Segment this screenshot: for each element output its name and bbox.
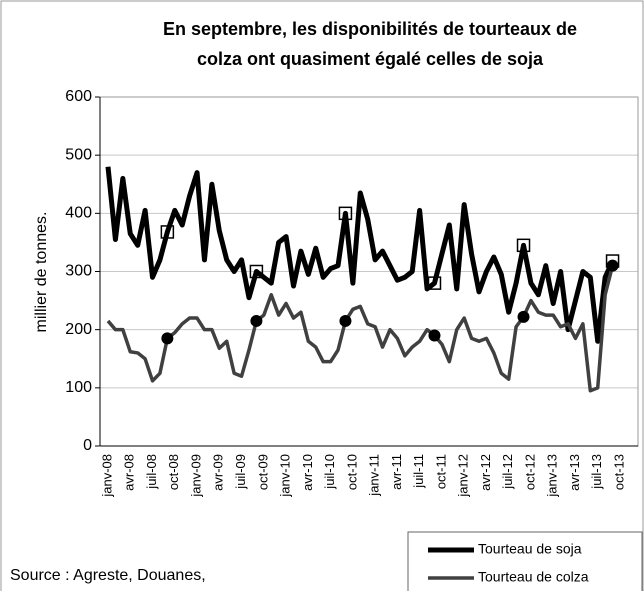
x-tick-label: oct-08 xyxy=(166,454,181,490)
point-marker xyxy=(339,314,352,327)
y-tick-label: 500 xyxy=(65,146,92,163)
x-tick-label: juil-11 xyxy=(411,454,426,489)
y-tick-label: 0 xyxy=(83,437,92,454)
legend-label: Tourteau de colza xyxy=(478,569,589,585)
point-marker xyxy=(160,225,175,239)
x-tick-label: avr-10 xyxy=(300,454,315,491)
y-tick-label: 600 xyxy=(65,88,92,105)
x-tick-label: avr-13 xyxy=(567,454,582,491)
y-axis-label: millier de tonnes. xyxy=(33,212,50,333)
y-tick-label: 100 xyxy=(65,379,92,396)
x-tick-label: avr-09 xyxy=(211,454,226,491)
legend xyxy=(407,531,643,591)
x-tick-label: avr-11 xyxy=(389,454,404,490)
series-line xyxy=(105,166,615,344)
chart-title: En septembre, les disponibilités de tour… xyxy=(163,19,577,39)
series-line xyxy=(106,265,615,393)
x-tick-label: oct-12 xyxy=(522,454,537,490)
x-tick-label: janv-09 xyxy=(188,454,203,498)
point-marker xyxy=(428,329,441,342)
point-marker xyxy=(606,259,619,272)
x-tick-label: juil-13 xyxy=(589,454,604,490)
point-marker xyxy=(427,276,442,290)
x-tick-label: oct-13 xyxy=(611,454,626,490)
point-marker xyxy=(517,310,530,323)
y-tick-label: 300 xyxy=(65,263,92,280)
point-marker xyxy=(249,264,264,279)
x-tick-label: juil-12 xyxy=(500,454,515,490)
x-tick-label: juil-08 xyxy=(144,454,159,490)
y-tick-label: 400 xyxy=(65,205,92,222)
point-marker xyxy=(161,332,174,345)
legend-label: Tourteau de soja xyxy=(478,541,582,557)
x-tick-label: janv-08 xyxy=(99,454,114,498)
x-tick-label: oct-10 xyxy=(344,454,359,490)
x-tick-label: avr-12 xyxy=(478,454,493,491)
x-tick-label: oct-09 xyxy=(255,454,270,490)
x-tick-label: avr-08 xyxy=(122,454,137,491)
x-tick-label: janv-12 xyxy=(456,454,471,498)
chart-title: colza ont quasiment égalé celles de soja xyxy=(197,49,544,69)
x-tick-label: janv-11 xyxy=(367,454,382,497)
source: Source : Agreste, Douanes, xyxy=(10,567,206,584)
point-marker xyxy=(250,314,263,327)
x-tick-label: juil-09 xyxy=(233,454,248,490)
x-tick-label: janv-10 xyxy=(278,454,293,498)
point-marker xyxy=(338,206,353,221)
point-marker xyxy=(516,238,531,253)
x-tick-label: juil-10 xyxy=(322,454,337,490)
x-tick-label: oct-11 xyxy=(433,454,448,489)
y-tick-label: 200 xyxy=(65,321,92,338)
x-tick-label: janv-13 xyxy=(545,454,560,498)
